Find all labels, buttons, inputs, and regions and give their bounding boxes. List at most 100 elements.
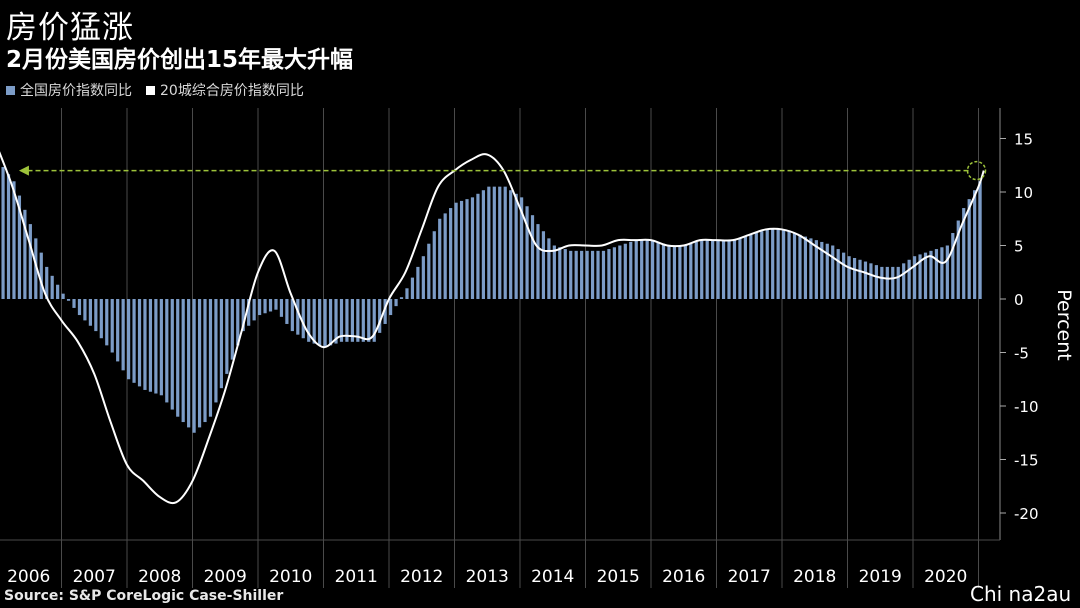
x-tick-label: 2014 (531, 567, 574, 587)
bar-national (438, 218, 442, 299)
bar-national (66, 299, 71, 301)
bar-national (940, 247, 944, 299)
bar-national (640, 240, 644, 299)
y-tick-label: -10 (1014, 398, 1039, 416)
bar-national (301, 299, 305, 339)
bar-national (290, 299, 294, 332)
bar-national (962, 208, 966, 299)
bar-national (214, 299, 218, 403)
legend-label-national: 全国房价指数同比 (20, 83, 132, 99)
x-tick-label: 2015 (597, 567, 640, 587)
bar-national (17, 195, 22, 299)
bar-national (978, 181, 982, 299)
bar-national (23, 209, 27, 299)
bar-national (842, 252, 846, 299)
bar-national (383, 299, 387, 324)
bar-national (50, 275, 54, 299)
bar-national (274, 299, 278, 310)
bar-national (580, 250, 584, 299)
bar-national (285, 299, 289, 324)
bar-national (12, 181, 16, 299)
x-tick-label: 2010 (269, 567, 312, 587)
bar-national (623, 243, 627, 299)
chart-title: 房价猛涨 (6, 10, 134, 46)
legend-label-20city: 20城综合房价指数同比 (160, 83, 304, 99)
bar-national (389, 299, 393, 316)
bar-national (902, 263, 906, 299)
bar-national (268, 299, 273, 312)
bar-national (667, 245, 671, 299)
bar-national (132, 299, 136, 383)
bar-national (45, 266, 49, 299)
bar-national (187, 299, 191, 428)
bar-national (230, 299, 234, 360)
bar-national (165, 299, 169, 403)
bar-national (181, 299, 185, 423)
bar-national (410, 277, 415, 299)
bar-national (852, 257, 857, 299)
bar-national (170, 299, 174, 410)
bar-national (754, 233, 758, 299)
bar-national (77, 299, 82, 316)
bar-national (760, 231, 764, 299)
bar-national (634, 240, 638, 299)
bar-national (110, 299, 114, 353)
bar-national (913, 256, 917, 299)
bar-national (127, 299, 131, 380)
bar-national (247, 299, 251, 326)
x-tick-label: 2018 (793, 567, 836, 587)
legend-swatch-line (146, 85, 155, 95)
bar-national (683, 245, 687, 299)
bar-national (672, 245, 677, 299)
bar-national (318, 299, 322, 346)
bar-national (197, 299, 202, 428)
bar-national (514, 193, 518, 299)
bar-national (711, 240, 715, 299)
bar-national (1, 167, 5, 299)
bar-national (481, 190, 485, 299)
x-tick-label: 2019 (859, 567, 902, 587)
bar-national (967, 199, 971, 299)
x-tick-label: 2009 (204, 567, 247, 587)
bar-national (279, 299, 284, 317)
bar-national (394, 299, 398, 307)
bar-national (88, 299, 92, 326)
bar-national (61, 293, 65, 299)
bar-national (143, 299, 147, 390)
x-tick-label: 2017 (728, 567, 771, 587)
bar-national (607, 249, 611, 299)
bar-national (743, 236, 747, 299)
bar-national (339, 299, 344, 342)
bar-national (405, 288, 409, 299)
bar-national (574, 250, 578, 299)
bar-national (645, 240, 649, 299)
bar-national (225, 299, 229, 374)
bar-national (137, 299, 142, 387)
bar-national (776, 229, 780, 299)
bar-national (530, 215, 535, 299)
bar-national (716, 240, 720, 299)
bar-national (749, 234, 753, 299)
y-tick-label: -15 (1014, 452, 1039, 470)
bar-national (678, 245, 682, 299)
bar-national (350, 299, 354, 342)
bar-national (585, 250, 589, 299)
bar-national (296, 299, 300, 335)
bar-national (618, 245, 622, 299)
bar-national (951, 233, 955, 299)
bar-national (880, 266, 884, 299)
bar-national (798, 234, 802, 299)
bar-national (520, 197, 524, 299)
bar-national (219, 299, 223, 389)
bar-national (99, 299, 103, 339)
bar-national (252, 299, 256, 321)
bar-national (792, 233, 797, 299)
x-tick-label: 2012 (400, 567, 443, 587)
x-tick-label: 2011 (335, 567, 378, 587)
bar-national (83, 299, 87, 321)
bar-national (503, 186, 507, 299)
bar-national (661, 243, 666, 299)
bar-national (525, 206, 529, 299)
bar-national (831, 245, 835, 299)
legend-item-national: 全国房价指数同比 (6, 80, 132, 100)
